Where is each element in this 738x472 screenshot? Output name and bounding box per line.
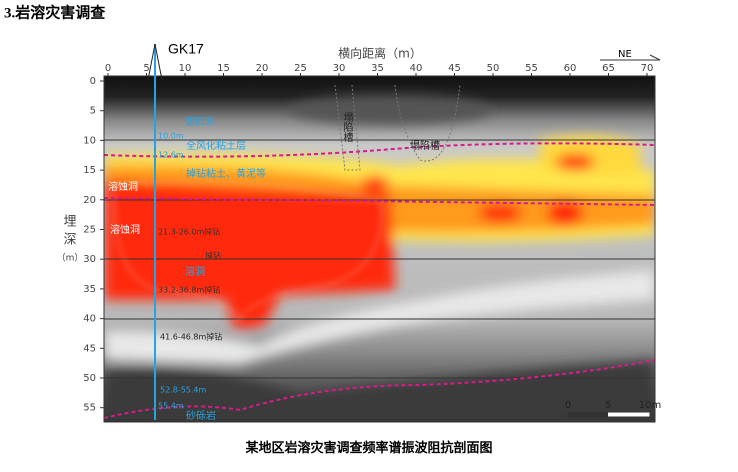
annotation: 33.2-36.8m掉钻 [158, 285, 220, 295]
x-tick-label: 30 [333, 63, 346, 74]
annotation: 全风化粘土层 [186, 139, 246, 152]
direction-label: NE [618, 49, 632, 60]
annotation: 溶洞 [185, 265, 205, 278]
x-tick-label: 15 [217, 63, 230, 74]
y-tick-label: 40 [83, 314, 96, 325]
annotation: 52.8-55.4m [160, 386, 207, 395]
caption: 某地区岩溶灾害调查频率谱振波阻抗剖面图 [244, 440, 492, 455]
x-tick-label: 0 [105, 63, 111, 74]
y-tick-label: 0 [90, 76, 96, 87]
y-tick-label: 55 [83, 403, 96, 414]
y-tick-label: 20 [83, 195, 96, 206]
scale-label: 10m [639, 400, 661, 411]
y-axis-title: 埋 [63, 215, 76, 230]
x-tick-label: 50 [487, 63, 500, 74]
boundary-lines [104, 142, 655, 419]
anomaly-zones [104, 95, 655, 422]
direction-arrow [600, 54, 661, 61]
x-tick-label: 45 [448, 63, 461, 74]
y-tick-label: 15 [83, 165, 96, 176]
y-tick-label: 30 [83, 254, 96, 265]
plot-frame [103, 75, 656, 423]
scale-label: 5 [605, 400, 611, 411]
annotation: 21.3-26.0m掉钻 [158, 227, 220, 237]
x-tick-label: 40 [410, 63, 423, 74]
x-tick-label: 20 [256, 63, 269, 74]
y-tick-label: 10 [83, 135, 96, 146]
contours [114, 181, 382, 322]
y-tick-label: 25 [83, 225, 96, 236]
x-tick-label: 35 [371, 63, 384, 74]
annotation: 砂砾岩 [186, 409, 216, 422]
borehole-label: GK17 [168, 41, 204, 57]
y-axis-title: 深 [63, 233, 76, 248]
borehole [147, 43, 163, 420]
x-tick-label: 25 [294, 63, 307, 74]
annotation: 掉钻粘土、黄泥等 [186, 167, 266, 180]
scale-bar [567, 411, 651, 418]
annotation: 溶蚀洞 [110, 223, 140, 236]
annotation: 第四系 [185, 115, 215, 128]
annotation: 12.6m [158, 151, 184, 160]
annotation: 55.4m [158, 402, 184, 411]
y-tick-label: 35 [83, 284, 96, 295]
x-tick-label: 10 [179, 63, 192, 74]
heading: 3.岩溶灾害调查 [4, 3, 106, 21]
x-tick-label: 70 [641, 63, 654, 74]
annotation: 41.6-46.8m掉钻 [160, 332, 222, 342]
collapse-outline [334, 84, 461, 171]
annotation: 10.0m [158, 132, 184, 141]
annotation: 塌陷槽 [410, 139, 440, 152]
annotation: 溶蚀洞 [108, 180, 138, 193]
annotation: 掉钻 [205, 251, 221, 261]
y-axis-title: （m） [57, 253, 84, 264]
y-tick-label: 45 [83, 343, 96, 354]
x-tick-label: 55 [525, 63, 538, 74]
y-tick-label: 5 [90, 106, 96, 117]
scale-label: 0 [565, 400, 571, 411]
x-axis-title: 横向距离（m） [338, 46, 422, 61]
x-tick-label: 60 [564, 63, 577, 74]
x-tick-label: 5 [143, 63, 149, 74]
y-tick-label: 50 [83, 373, 96, 384]
x-tick-label: 65 [602, 63, 615, 74]
annotation: 塌陷槽 [341, 112, 353, 143]
